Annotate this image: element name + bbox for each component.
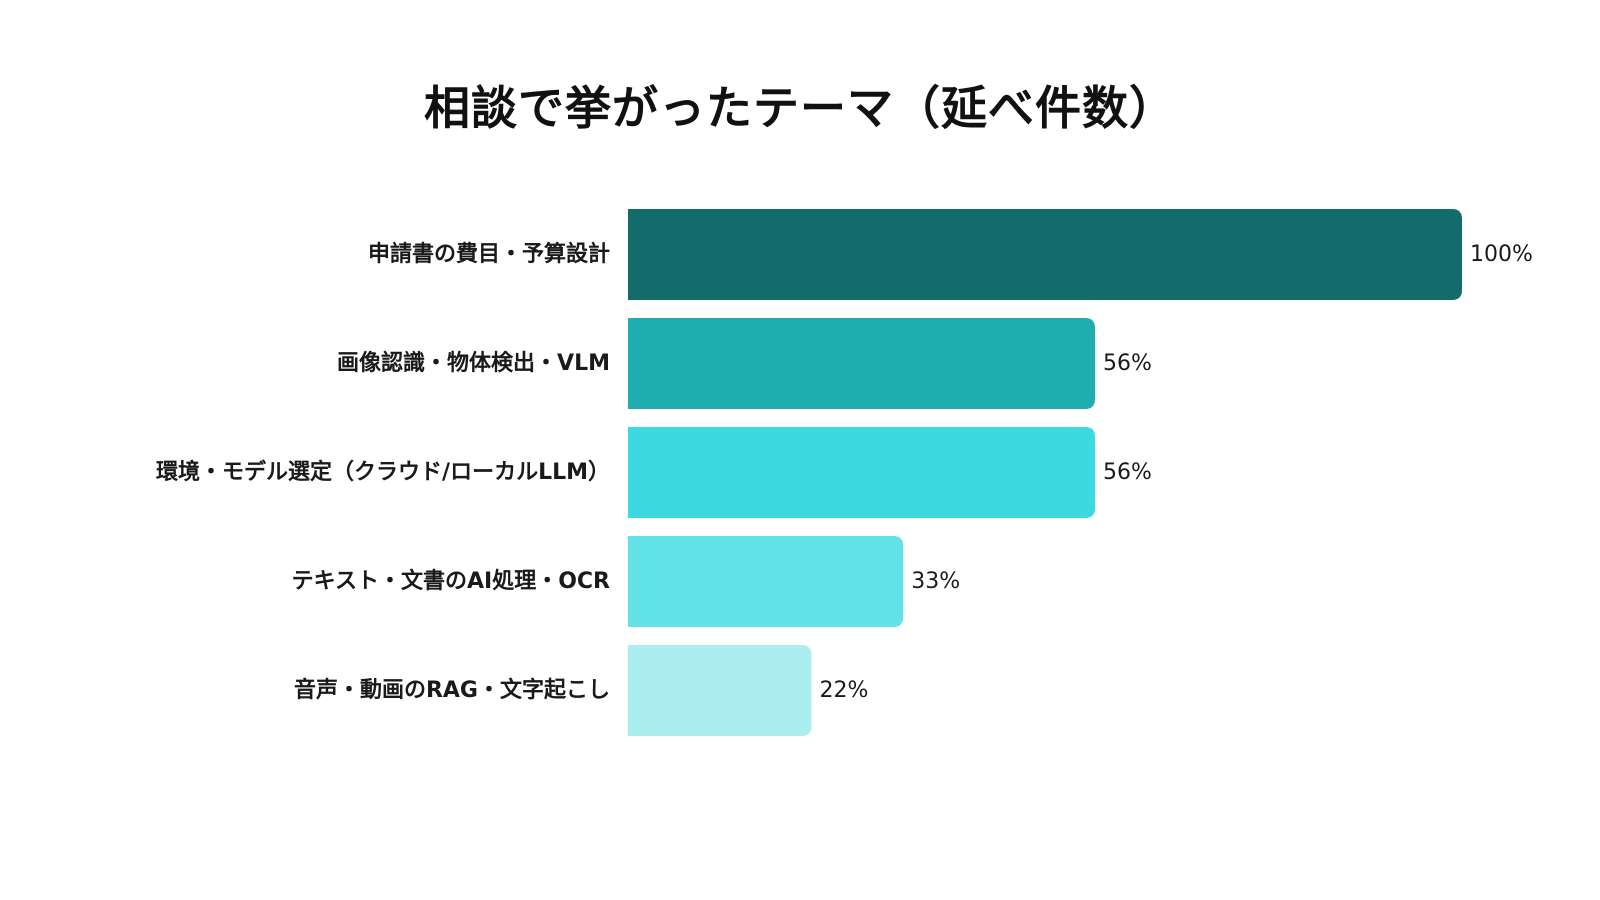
category-label: 音声・動画のRAG・文字起こし (294, 677, 610, 703)
bar-1 (628, 209, 1462, 300)
value-label: 33% (911, 569, 960, 594)
value-label: 100% (1470, 242, 1533, 267)
value-labels: 100% 56% 56% 33% 22% (819, 242, 1532, 703)
value-label: 22% (819, 678, 868, 703)
bar-5 (628, 645, 812, 736)
category-label: 申請書の費目・予算設計 (368, 241, 610, 267)
category-label: 環境・モデル選定（クラウド/ローカルLLM） (156, 459, 610, 485)
category-label: 画像認識・物体検出・VLM (337, 350, 610, 376)
bars-layer (628, 209, 1462, 736)
bar-4 (628, 536, 904, 627)
chart-title: 相談で挙がったテーマ（延べ件数） (424, 81, 1176, 135)
bar-3 (628, 427, 1096, 518)
value-label: 56% (1103, 460, 1152, 485)
bar-2 (628, 318, 1096, 409)
value-label: 56% (1103, 351, 1152, 376)
category-label: テキスト・文書のAI処理・OCR (292, 568, 610, 594)
